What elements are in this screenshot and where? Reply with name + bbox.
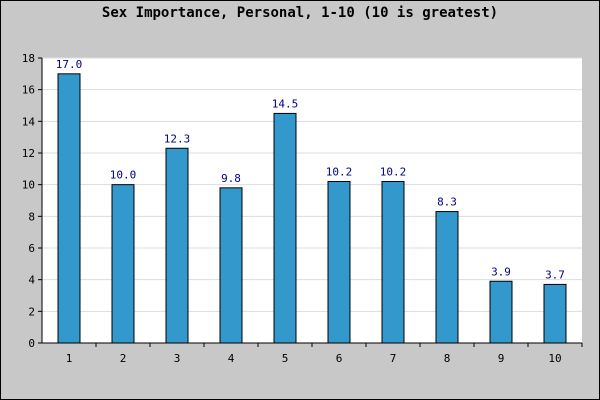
y-tick-label: 18 [22,52,35,65]
value-label-4: 9.8 [221,172,241,185]
y-tick-label: 16 [22,84,35,97]
x-tick-label-4: 4 [228,352,235,365]
value-label-10: 3.7 [545,268,565,281]
bar-10 [543,283,567,344]
y-tick-label: 8 [28,210,35,223]
bar-8 [435,211,459,344]
value-label-9: 3.9 [491,265,511,278]
x-tick-label-10: 10 [548,352,561,365]
chart-title: Sex Importance, Personal, 1-10 (10 is gr… [101,5,499,21]
value-label-2: 10.0 [110,169,137,182]
bar-5 [273,112,297,344]
x-tick-label-1: 1 [66,352,73,365]
y-tick-label: 14 [22,115,36,128]
y-tick-label: 2 [28,305,35,318]
x-tick-label-9: 9 [498,352,505,365]
x-tick-label-2: 2 [120,352,127,365]
x-tick-label-7: 7 [390,352,397,365]
value-label-5: 14.5 [272,97,299,110]
bar-9 [489,280,513,344]
x-tick-label-6: 6 [336,352,343,365]
bar-7 [381,181,405,344]
x-tick-label-5: 5 [282,352,289,365]
bar-4 [219,187,243,344]
y-tick-label: 0 [28,337,35,350]
value-label-6: 10.2 [326,166,353,179]
bar-1 [57,73,81,344]
y-tick-label: 12 [22,147,35,160]
value-label-3: 12.3 [164,132,191,145]
y-tick-label: 10 [22,179,35,192]
x-tick-label-8: 8 [444,352,451,365]
value-label-8: 8.3 [437,196,457,209]
bar-6 [327,181,351,344]
value-label-1: 17.0 [56,58,83,71]
y-tick-label: 4 [28,274,35,287]
x-tick-label-3: 3 [174,352,181,365]
bar-3 [165,147,189,344]
bar-2 [111,184,135,344]
y-tick-label: 6 [28,242,35,255]
value-label-7: 10.2 [380,166,407,179]
